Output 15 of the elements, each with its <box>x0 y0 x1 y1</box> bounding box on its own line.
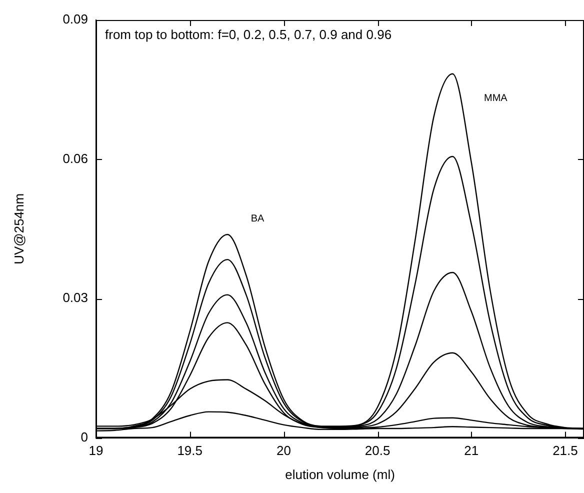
x-axis-title: elution volume (ml) <box>285 466 395 482</box>
x-tick-label: 20 <box>276 443 291 458</box>
y-tick-label: 0.06 <box>62 150 88 166</box>
y-tick-label: 0 <box>80 429 88 444</box>
x-tick-label: 19.5 <box>177 443 202 458</box>
x-tick-label: 21.5 <box>552 443 578 458</box>
y-tick-label: 0.03 <box>62 290 88 306</box>
y-axis-title: UV@254nm <box>11 193 26 264</box>
annotation: MMA <box>484 92 508 104</box>
x-tick-label: 20.5 <box>364 443 390 458</box>
annotation: BA <box>250 214 265 225</box>
annotation: from top to bottom: f=0, 0.2, 0.5, 0.7, 0.9 and 0.96 <box>105 27 392 42</box>
x-tick-label: 19 <box>88 443 104 458</box>
x-tick-label: 21 <box>464 443 479 458</box>
y-tick-label: 0.09 <box>62 12 88 27</box>
